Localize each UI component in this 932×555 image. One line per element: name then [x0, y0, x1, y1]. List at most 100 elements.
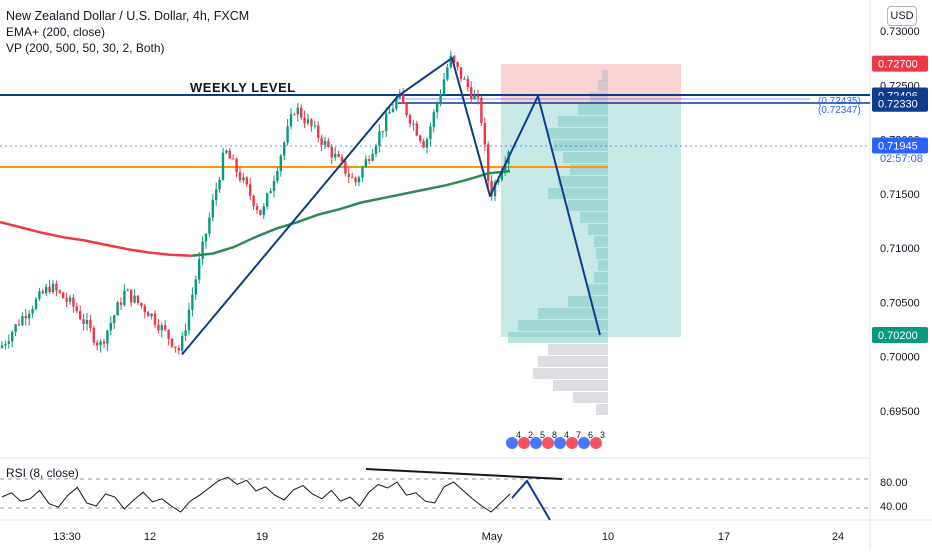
volume-profile-bar	[533, 368, 608, 379]
candle-body	[92, 328, 95, 343]
zigzag-pattern-drawing[interactable]	[181, 57, 601, 356]
candle-body	[293, 114, 296, 116]
candle-body	[442, 79, 446, 94]
price-tick-label: 0.71000	[880, 243, 920, 255]
currency-badge[interactable]: USD	[887, 6, 917, 26]
candle-body	[252, 195, 255, 207]
candle-body	[354, 177, 357, 183]
candle-body	[126, 289, 129, 291]
event-flag-icon[interactable]	[578, 437, 590, 449]
candle-body	[143, 305, 146, 313]
volume-profile-bar	[588, 284, 608, 295]
volume-profile-bar	[568, 296, 608, 307]
candle-body	[170, 338, 174, 347]
candle-body	[157, 324, 160, 331]
candle-body	[204, 233, 208, 242]
candle-body	[459, 67, 463, 79]
event-count: 5	[540, 430, 545, 440]
candle-body	[191, 294, 194, 310]
time-tick-label: 12	[144, 531, 156, 543]
price-axis[interactable]: 0.730000.725000.720000.715000.710000.705…	[880, 26, 920, 418]
volume-profile-bar	[596, 248, 608, 259]
candle-body	[96, 342, 99, 346]
candle-body	[136, 295, 140, 303]
event-flag-icon[interactable]	[530, 437, 542, 449]
rsi-divergence-line[interactable]	[365, 468, 563, 480]
time-tick-label: 13:30	[53, 531, 81, 543]
candle-body	[48, 286, 51, 293]
candle-body	[58, 290, 61, 293]
event-count: 6	[588, 430, 593, 440]
volume-profile-bar	[558, 176, 608, 187]
volume-profile-bar	[558, 116, 608, 127]
candle-body	[116, 302, 119, 316]
symbol-title[interactable]: New Zealand Dollar / U.S. Dollar, 4h, FX…	[6, 9, 250, 23]
candle-body	[194, 279, 197, 295]
candle-body	[497, 179, 500, 183]
candle-body	[378, 131, 381, 146]
candle-body	[276, 171, 279, 181]
candle-body	[405, 103, 408, 116]
event-flag-icon[interactable]	[554, 437, 566, 449]
rsi-axis[interactable]: 80.00 40.00	[880, 477, 908, 513]
candle-body	[238, 172, 242, 181]
candle-body	[249, 184, 252, 196]
candle-body	[109, 322, 112, 331]
candle-body	[41, 291, 44, 294]
candle-body	[82, 319, 85, 324]
candle-body	[262, 206, 265, 215]
vp-legend[interactable]: VP (200, 500, 50, 30, 2, Both)	[6, 41, 165, 55]
candle-body	[123, 290, 126, 305]
candle-body	[215, 189, 218, 201]
candle-body	[361, 167, 364, 178]
rsi-legend[interactable]: RSI (8, close)	[6, 466, 79, 480]
candle-body	[456, 62, 459, 68]
candle-body	[113, 315, 116, 323]
price-label-value: 0.70200	[878, 330, 918, 342]
stop-loss-zone[interactable]	[501, 64, 681, 103]
candle-body	[357, 177, 361, 183]
candle-body	[429, 126, 432, 140]
volume-profile-bar	[573, 392, 608, 403]
candle-body	[381, 131, 384, 133]
candle-body	[181, 335, 184, 351]
candle-body	[391, 108, 395, 113]
event-count: 7	[576, 430, 581, 440]
rsi-projection-drawing[interactable]	[511, 479, 551, 521]
event-flag-icon[interactable]	[518, 437, 530, 449]
weekly-level-label: WEEKLY LEVEL	[190, 80, 296, 95]
volume-profile-bar	[518, 320, 608, 331]
event-flag-icon[interactable]	[542, 437, 554, 449]
event-flag-icon[interactable]	[590, 437, 602, 449]
candle-body	[272, 180, 276, 191]
candle-body	[310, 119, 313, 127]
candle-body	[201, 241, 204, 259]
candle-body	[38, 291, 41, 300]
candle-body	[334, 153, 337, 158]
event-flag-icon[interactable]	[566, 437, 578, 449]
candle-body	[500, 171, 503, 180]
candle-body	[422, 140, 425, 148]
ema-legend[interactable]: EMA+ (200, close)	[6, 25, 106, 39]
candle-body	[31, 309, 34, 314]
candle-body	[432, 112, 435, 127]
candle-body	[306, 119, 310, 124]
candle-body	[347, 173, 350, 177]
candle-body	[419, 135, 422, 141]
candle-body	[164, 325, 167, 330]
candle-body	[14, 324, 17, 333]
price-pane[interactable]	[0, 0, 870, 458]
volume-profile-bar	[548, 128, 608, 139]
candle-body	[425, 139, 429, 148]
candle-body	[245, 177, 248, 185]
candle-body	[313, 125, 316, 127]
candle-body	[402, 93, 405, 104]
volume-profile-bar	[596, 404, 608, 415]
time-axis[interactable]: 13:30 12 19 26 May 10 17 24	[53, 531, 844, 543]
candlestick-series	[0, 50, 510, 355]
candle-body	[364, 159, 367, 168]
event-flag-icon[interactable]	[506, 437, 518, 449]
